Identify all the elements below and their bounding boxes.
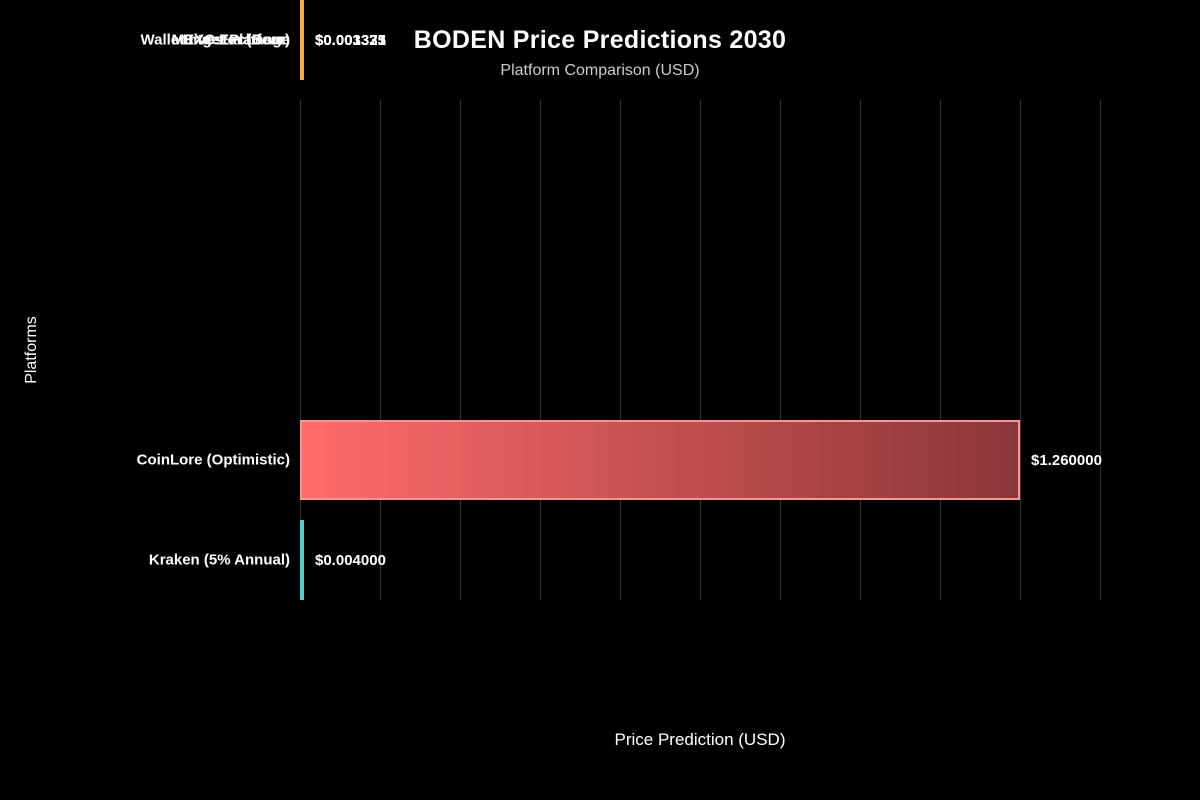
category-label: MEXC Exchange [171,31,290,49]
plot-gridlines [300,100,1101,600]
bar-track: $1.260000 [300,420,1200,500]
value-label: $1.260000 [1031,451,1102,469]
bar-coinlore [300,420,1020,500]
bar-row-kraken: Kraken (5% Annual) $0.004000 [0,520,1200,600]
bar-row-coinlore: CoinLore (Optimistic) $1.260000 [0,420,1200,500]
y-axis-label-text: Platforms [23,316,41,384]
category-label: WalletInvestor (Bear) [140,31,290,49]
chart-title: BODEN Price Predictions 2030 [413,26,787,54]
value-label: $0.001325 [315,31,386,49]
category-label: Bitget Platform [182,31,290,49]
bar-track: $0.001325 [300,0,1200,80]
bar-track: $0.004000 [300,520,1200,600]
category-label: Kraken (5% Annual) [148,551,290,569]
chart-subtitle: Platform Comparison (USD) [500,62,700,79]
y-axis-label: Platforms [18,100,46,600]
category-label: CoinLore (Optimistic) [136,451,290,469]
value-label: $0.004000 [315,551,386,569]
bar-row-walletinvestor: WalletInvestor (Bear) $0.001325 [0,0,1200,80]
value-label: $0.003373 [315,31,386,49]
value-label: $0.003331 [315,31,386,49]
bar-kraken [300,520,304,600]
bar-walletinvestor [300,0,304,80]
x-axis-label: Price Prediction (USD) [614,730,786,749]
